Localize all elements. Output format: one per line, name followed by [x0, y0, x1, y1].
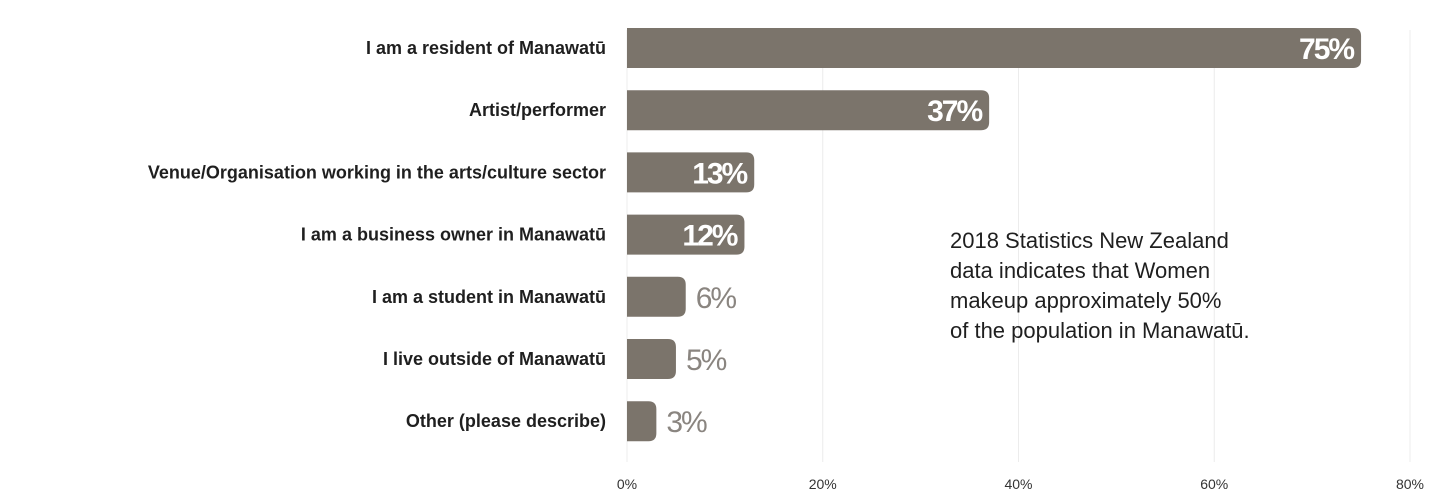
x-tick-label: 60% [1200, 476, 1228, 492]
x-tick-label: 40% [1004, 476, 1032, 492]
category-label: I live outside of Manawatū [383, 349, 606, 369]
bar [627, 28, 1362, 68]
bar [627, 214, 745, 255]
value-label: 37% [927, 95, 982, 128]
annotation-line: of the population in Manawatū. [950, 318, 1250, 343]
category-label: Venue/Organisation working in the arts/c… [148, 162, 606, 182]
x-axis-ticks: 0% 20% 40% 60% 80% [617, 476, 1424, 492]
category-labels: I am a resident of Manawatū Artist/perfor… [148, 38, 606, 431]
annotation-line: 2018 Statistics New Zealand [950, 228, 1229, 253]
category-label: I am a student in Manawatū [372, 287, 606, 307]
value-label: 3% [666, 406, 707, 439]
bar [627, 90, 990, 131]
bar [627, 401, 657, 442]
annotation-line: makeup approximately 50% [950, 288, 1222, 313]
value-label: 5% [686, 344, 727, 377]
category-label: I am a resident of Manawatū [366, 38, 606, 58]
category-label: I am a business owner in Manawatū [301, 225, 606, 245]
bar [627, 152, 755, 193]
x-tick-label: 80% [1396, 476, 1424, 492]
x-tick-label: 0% [617, 476, 637, 492]
value-labels: 75% 37% 13% 12% 6% 5% 3% [666, 33, 1356, 439]
annotation-note: 2018 Statistics New Zealand data indicat… [950, 226, 1380, 346]
bar [627, 339, 676, 379]
bar [627, 276, 686, 317]
x-tick-label: 20% [809, 476, 837, 492]
annotation-line: data indicates that Women [950, 258, 1211, 283]
value-label: 13% [692, 157, 747, 190]
bars [627, 28, 1362, 442]
category-label: Other (please describe) [406, 411, 606, 431]
value-label: 75% [1299, 33, 1354, 66]
value-label: 6% [696, 282, 737, 315]
value-label: 12% [682, 220, 737, 253]
category-label: Artist/performer [469, 100, 606, 120]
